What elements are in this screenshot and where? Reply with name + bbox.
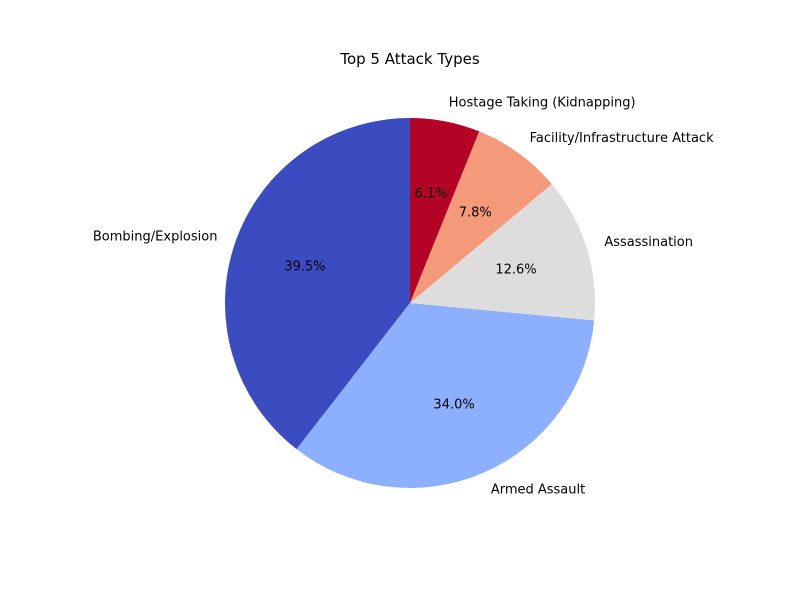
slice-percent-assassination: 12.6% (495, 263, 536, 278)
slice-label-hostage-taking-kidnapping: Hostage Taking (Kidnapping) (449, 96, 636, 111)
pie-slice-armed-assault (296, 303, 595, 488)
slice-label-assassination: Assassination (604, 235, 693, 250)
slice-label-bombing-explosion: Bombing/Explosion (93, 230, 218, 245)
pie-slice-assassination (410, 184, 595, 321)
slice-label-armed-assault: Armed Assault (491, 482, 585, 497)
slice-percent-bombing-explosion: 39.5% (284, 260, 325, 275)
slice-percent-facility-infrastructure-attack: 7.8% (459, 206, 492, 221)
slice-label-facility-infrastructure-attack: Facility/Infrastructure Attack (530, 131, 714, 146)
slice-percent-armed-assault: 34.0% (433, 397, 474, 412)
pie-slice-bombing-explosion (225, 118, 410, 450)
slice-percent-hostage-taking-kidnapping: 6.1% (415, 187, 448, 202)
pie-slice-facility-infrastructure-attack (410, 131, 552, 303)
chart-title: Top 5 Attack Types (339, 50, 479, 68)
pie-slices (225, 118, 595, 488)
pie-labels: Bombing/Explosion 39.5% Armed Assault 34.0%… (93, 96, 714, 498)
pie-slice-hostage-taking-kidnapping (410, 118, 480, 303)
